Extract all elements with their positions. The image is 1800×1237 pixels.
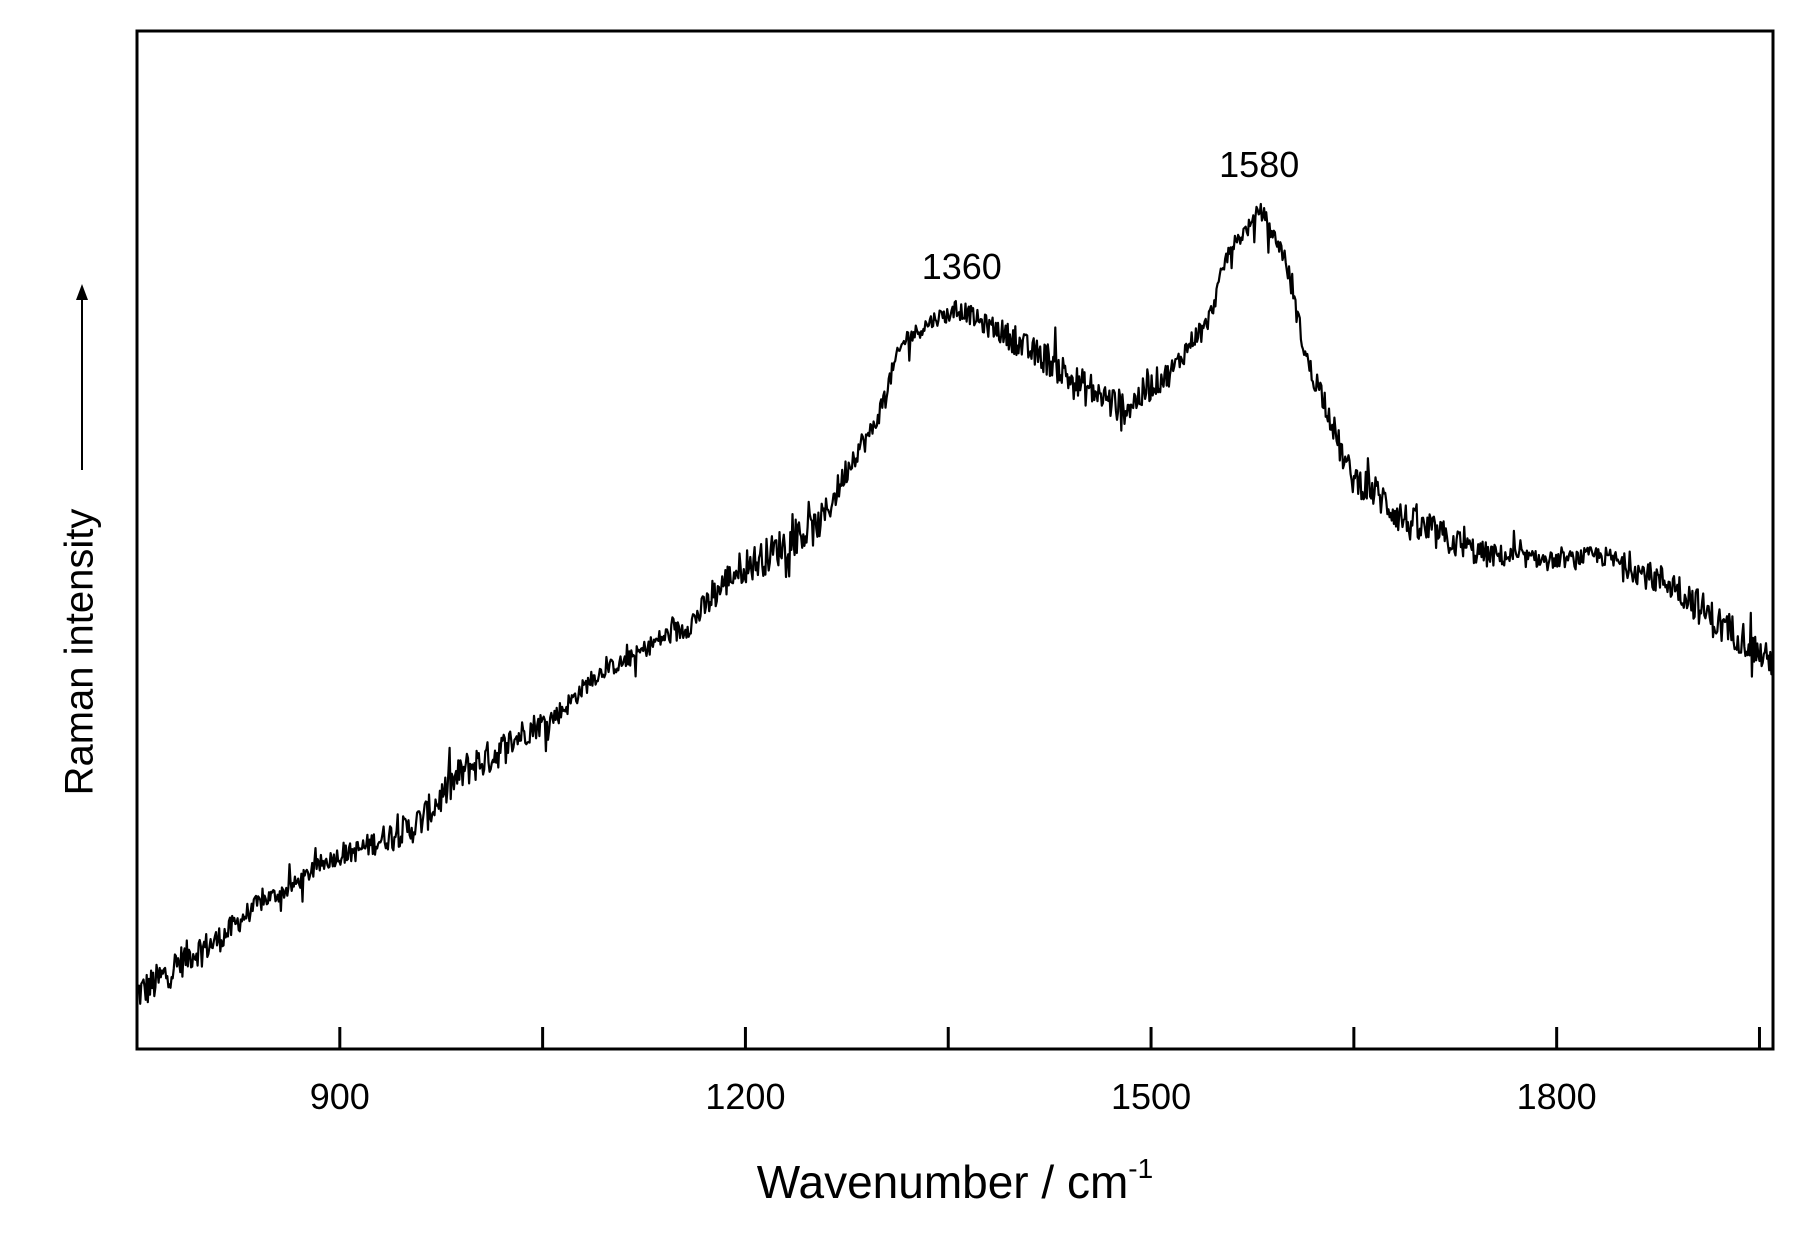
x-axis-label-superscript: -1 bbox=[1128, 1153, 1153, 1184]
x-tick-label: 1200 bbox=[705, 1076, 785, 1117]
x-axis-label-text: Wavenumber / cm bbox=[757, 1156, 1129, 1208]
arrow-head bbox=[76, 284, 88, 300]
plot-frame bbox=[135, 29, 1775, 1051]
y-axis-label: Raman intensity bbox=[58, 509, 102, 796]
label-layer: Wavenumber / cm-1 Raman intensity bbox=[58, 284, 1153, 1208]
peak-annotation: 1580 bbox=[1219, 144, 1299, 185]
spectrum-line bbox=[136, 202, 1773, 1005]
peak-annotation: 1360 bbox=[922, 246, 1002, 287]
x-tick-label: 1500 bbox=[1111, 1076, 1191, 1117]
y-axis-arrow-icon bbox=[76, 284, 88, 470]
x-tick-label: 1800 bbox=[1517, 1076, 1597, 1117]
x-tick-label: 900 bbox=[310, 1076, 370, 1117]
annotation-layer: 1360 1580 bbox=[922, 144, 1300, 287]
axis-layer: 900 1200 1500 1800 bbox=[135, 29, 1775, 1117]
x-axis-label: Wavenumber / cm-1 bbox=[757, 1153, 1153, 1208]
series-layer bbox=[136, 202, 1773, 1005]
